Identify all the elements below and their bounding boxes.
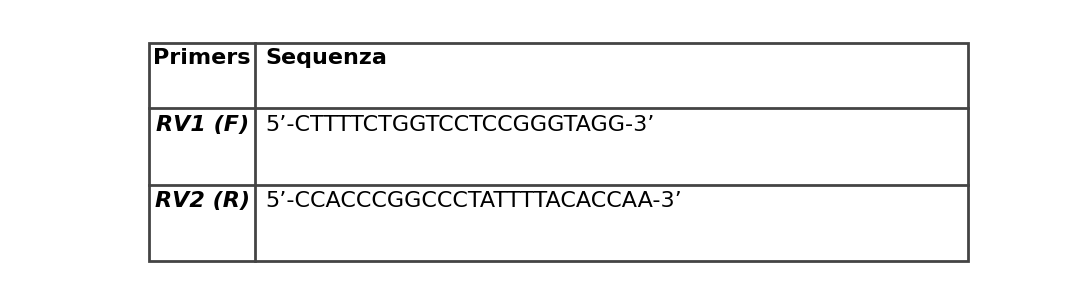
- Text: 5’-CCACCCGGCCCTATTTTACACCAA-3’: 5’-CCACCCGGCCCTATTTTACACCAA-3’: [266, 191, 682, 211]
- Text: Sequenza: Sequenza: [266, 48, 387, 68]
- Text: 5’-CTTTTCTGGTCCTCCGGGTAGG-3’: 5’-CTTTTCTGGTCCTCCGGGTAGG-3’: [266, 115, 655, 135]
- Text: Primers: Primers: [154, 48, 251, 68]
- Text: RV2 (R): RV2 (R): [155, 191, 250, 211]
- Text: RV1 (F): RV1 (F): [156, 115, 249, 135]
